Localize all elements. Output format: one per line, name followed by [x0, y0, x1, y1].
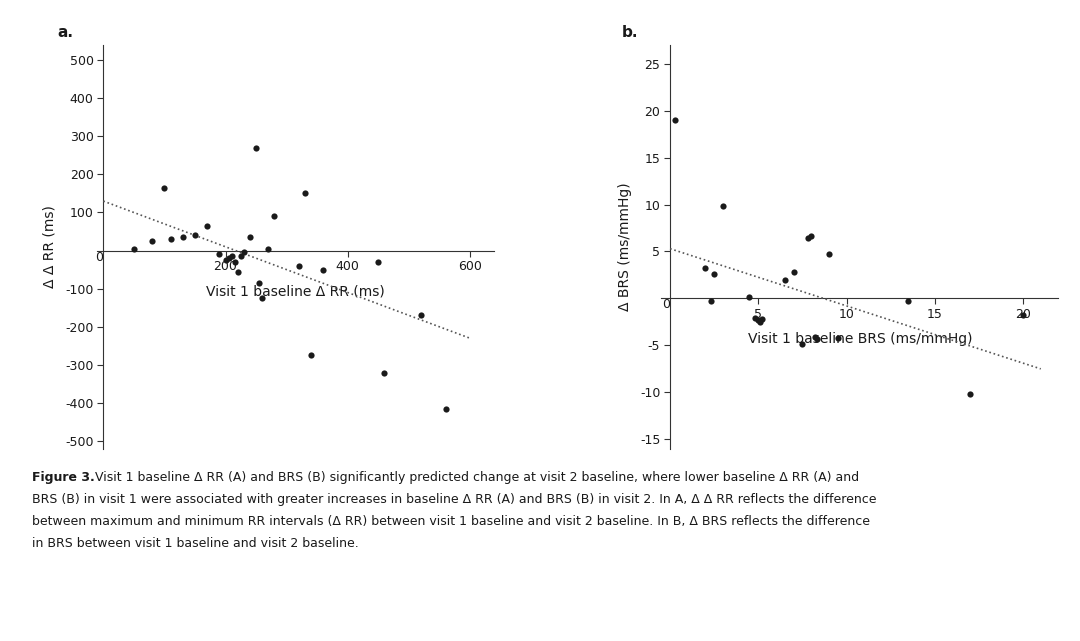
Text: Visit 1 baseline Δ RR (A) and BRS (B) significantly predicted change at visit 2 : Visit 1 baseline Δ RR (A) and BRS (B) si… [91, 471, 859, 484]
Point [829, 333, 847, 343]
Text: in BRS between visit 1 baseline and visit 2 baseline.: in BRS between visit 1 baseline and visi… [32, 537, 360, 549]
Point [217, 255, 234, 265]
Point [777, 274, 794, 285]
Point [413, 310, 430, 320]
Y-axis label: Δ BRS (ms/mmHg): Δ BRS (ms/mmHg) [618, 183, 632, 311]
Point [254, 293, 271, 303]
Point [746, 313, 764, 323]
Point [144, 236, 161, 246]
Point [302, 350, 320, 360]
Point [220, 253, 238, 263]
Point [376, 367, 393, 378]
Text: Figure 3.: Figure 3. [32, 471, 95, 484]
Point [750, 315, 767, 325]
Point [806, 332, 823, 342]
Point [241, 232, 258, 242]
Point [369, 257, 387, 267]
Point [697, 263, 714, 274]
Point [259, 244, 276, 254]
Point [156, 183, 173, 193]
Point [314, 265, 332, 275]
Point [753, 314, 770, 324]
Point [229, 267, 246, 277]
X-axis label: Visit 1 baseline BRS (ms/mmHg): Visit 1 baseline BRS (ms/mmHg) [747, 332, 972, 346]
Point [900, 296, 917, 306]
Point [821, 249, 838, 260]
Point [961, 389, 978, 399]
Point [666, 115, 684, 125]
Point [211, 249, 228, 260]
Point [162, 234, 179, 244]
Text: a.: a. [57, 24, 73, 40]
Point [187, 230, 204, 240]
Point [235, 247, 253, 258]
Point [251, 278, 268, 288]
Point [802, 231, 820, 242]
Text: 0: 0 [95, 251, 104, 263]
Point [247, 142, 265, 153]
Point [125, 244, 143, 254]
Point [794, 338, 811, 349]
Text: 0: 0 [662, 299, 670, 312]
Point [705, 269, 723, 279]
Point [1014, 310, 1031, 320]
Point [752, 317, 769, 327]
Point [702, 296, 719, 306]
Text: b.: b. [621, 24, 638, 40]
X-axis label: Visit 1 baseline Δ RR (ms): Visit 1 baseline Δ RR (ms) [206, 285, 386, 299]
Point [291, 261, 308, 271]
Point [226, 257, 243, 267]
Point [296, 188, 313, 199]
Point [741, 292, 758, 302]
Point [266, 211, 283, 221]
Y-axis label: Δ Δ RR (ms): Δ Δ RR (ms) [43, 205, 57, 288]
Point [222, 251, 240, 262]
Point [714, 201, 731, 212]
Point [174, 232, 191, 242]
Point [437, 404, 455, 414]
Point [808, 334, 825, 344]
Text: between maximum and minimum RR intervals (Δ RR) between visit 1 baseline and vis: between maximum and minimum RR intervals… [32, 515, 870, 528]
Point [785, 267, 802, 278]
Text: BRS (B) in visit 1 were associated with greater increases in baseline Δ RR (A) a: BRS (B) in visit 1 were associated with … [32, 493, 877, 506]
Point [799, 233, 816, 244]
Point [199, 221, 216, 231]
Point [232, 251, 249, 262]
